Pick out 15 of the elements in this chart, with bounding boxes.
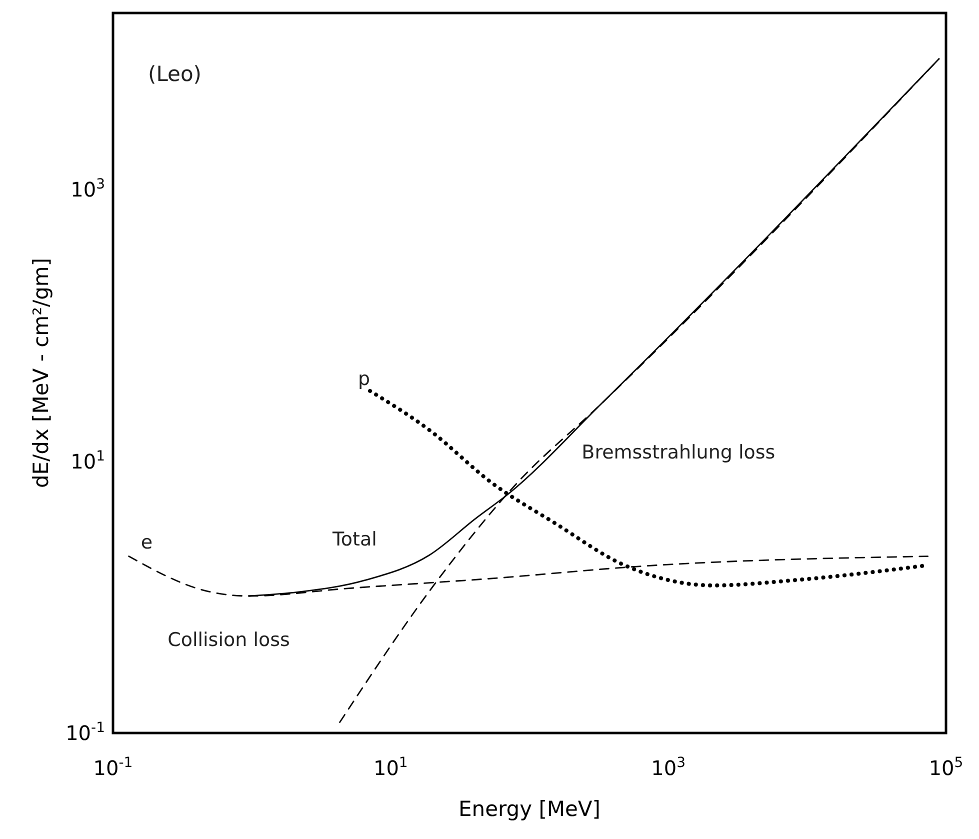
- series-label: Bremsstrahlung loss: [582, 441, 776, 464]
- y-tick-label: 10$^{3}$: [70, 176, 105, 202]
- x-axis-title: Energy [MeV]: [458, 797, 600, 821]
- y-axis-title: dE/dx [MeV - cm²/gm]: [29, 258, 53, 488]
- series-label: Collision loss: [168, 629, 290, 652]
- x-tick-label: 10$^{5}$: [928, 755, 964, 780]
- x-tick-label: 10$^{3}$: [651, 755, 686, 780]
- series-label: Total: [332, 528, 377, 550]
- annotation: (Leo): [148, 62, 202, 86]
- series-label: p: [358, 368, 370, 390]
- y-tick-label: 10$^{1}$: [70, 448, 105, 474]
- x-tick-label: 10$^{1}$: [373, 755, 408, 780]
- annotation: e: [140, 531, 153, 554]
- y-tick-label: 10$^{-1}$: [66, 720, 105, 745]
- x-tick-label: 10$^{-1}$: [93, 755, 133, 780]
